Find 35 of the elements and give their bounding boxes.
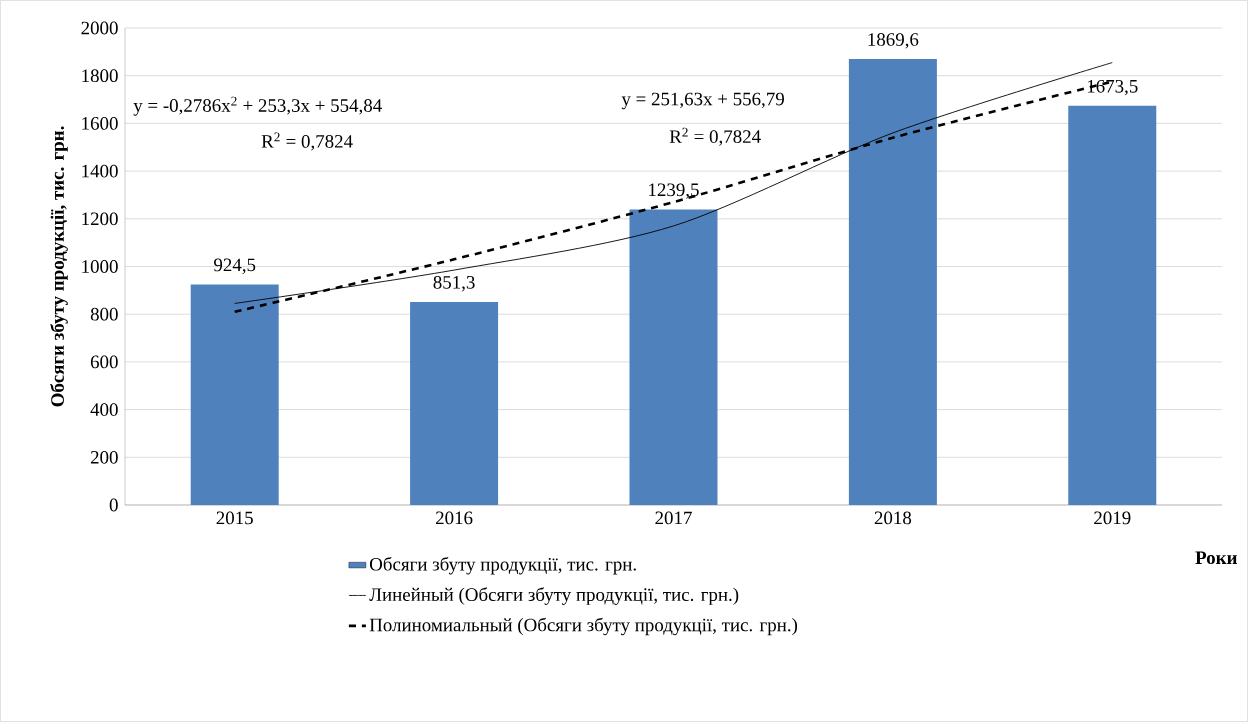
y-tick-label: 600 (90, 355, 118, 369)
x-tick-label: 2017 (655, 511, 692, 525)
y-tick-label: 1400 (82, 164, 118, 178)
y-tick-label: 1000 (82, 260, 118, 273)
y-tick-label: 0 (109, 498, 118, 512)
annotation: y = 251,63x + 556,79 (621, 92, 784, 110)
data-label: 1239,5 (649, 183, 699, 199)
x-tick-label: 2018 (874, 511, 912, 525)
bar (410, 301, 499, 505)
x-tick-label: 2016 (435, 511, 473, 525)
y-tick-label: 2000 (81, 21, 118, 35)
bar (190, 284, 279, 505)
data-label: 1673,5 (1087, 79, 1138, 96)
legend-label: Обсяги збуту продукції, тис. грн. (369, 556, 636, 575)
y-tick-label: 200 (90, 450, 118, 464)
y-tick-label: 1600 (82, 117, 118, 130)
x-tick-label: 2019 (1094, 511, 1131, 525)
y-tick-label: 1200 (82, 212, 118, 226)
legend-label: Линейный (Обсяги збуту продукції, тис. грн.) (369, 587, 739, 605)
legend-label: Полиномиальный (Обсяги збуту продукції, тис. грн.) (369, 617, 798, 636)
bar (848, 59, 937, 505)
bar (1068, 105, 1157, 505)
y-tick-label: 400 (90, 403, 118, 416)
annotation: R$^{2}$ = 0,7824 (261, 132, 353, 151)
y-tick-label: 1800 (82, 69, 118, 83)
data-label: 924,5 (214, 258, 256, 274)
data-label: 1869,6 (868, 33, 919, 49)
annotation: R$^{2}$ = 0,7824 (669, 127, 761, 146)
bar (629, 209, 718, 505)
y-tick-label: 800 (90, 307, 118, 321)
data-label: 851,3 (433, 275, 475, 292)
x-axis-title: Роки (1195, 551, 1237, 565)
annotation: y = -0,2786x$^{2}$ + 253,3x + 554,84 (133, 96, 382, 116)
x-tick-label: 2015 (216, 511, 253, 525)
y-axis-title: Обсяги збуту продукції, тис. грн. (50, 126, 68, 407)
